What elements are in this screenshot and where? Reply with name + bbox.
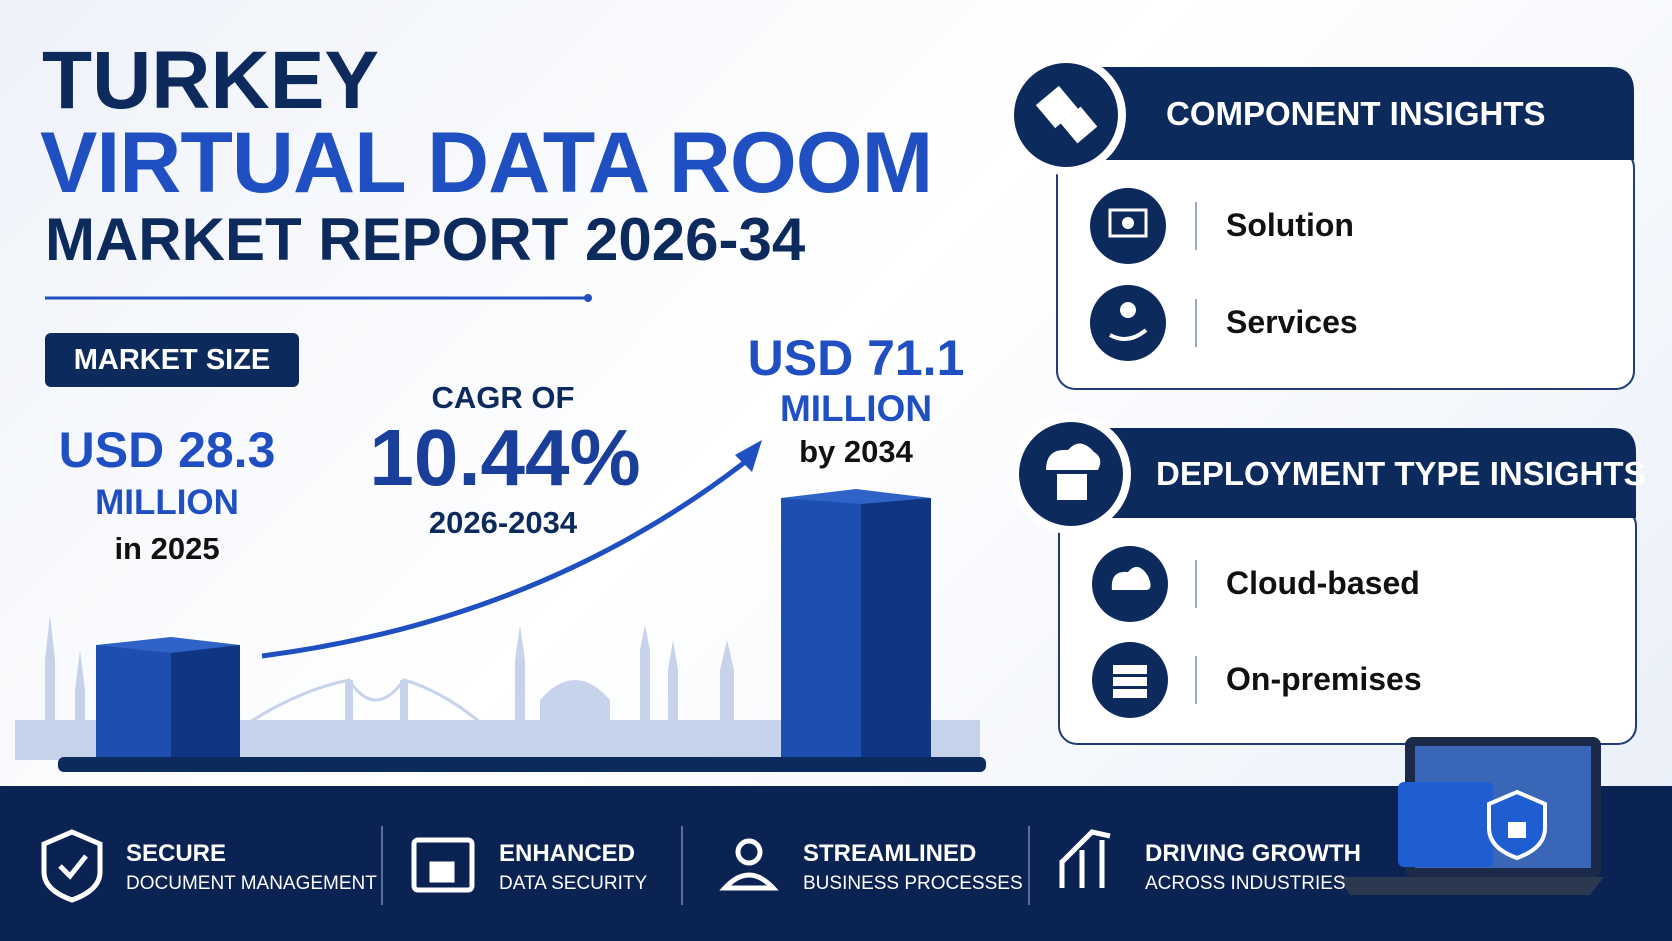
panel-header <box>1066 67 1634 160</box>
end-unit: MILLION <box>779 388 933 429</box>
arrow-head <box>735 440 762 472</box>
bar-left-side <box>171 645 240 757</box>
footer-subtitle: ACROSS INDUSTRIES <box>1145 873 1346 894</box>
underline-dot <box>584 294 592 302</box>
panel-title: COMPONENT INSIGHTS <box>1166 95 1546 132</box>
panel-header <box>1071 428 1636 518</box>
bar-base <box>58 757 986 772</box>
cagr-value: 10.44% <box>369 413 641 502</box>
panel-item: Services <box>1226 304 1358 340</box>
footer-subtitle: DOCUMENT MANAGEMENT <box>126 873 377 894</box>
footer-subtitle: DATA SECURITY <box>499 873 648 894</box>
growth-arrow <box>261 460 747 659</box>
panel-item: Solution <box>1226 207 1354 243</box>
panel-item: On-premises <box>1226 661 1422 697</box>
panel-title: DEPLOYMENT TYPE INSIGHTS <box>1156 455 1646 492</box>
panel-item: Cloud-based <box>1226 565 1420 601</box>
end-period: by 2034 <box>799 434 913 469</box>
title-line: TURKEY <box>42 35 380 126</box>
laptop <box>1338 737 1604 895</box>
cagr-period: 2026-2034 <box>428 505 578 540</box>
title-line: MARKET REPORT 2026-34 <box>45 206 806 273</box>
start-value: USD 28.3 <box>58 422 276 478</box>
bar-right-top <box>781 489 931 504</box>
footer-title: DRIVING GROWTH <box>1145 840 1361 867</box>
bar-right-side <box>861 498 931 757</box>
title-line: VIRTUAL DATA ROOM <box>40 115 933 211</box>
footer-title: STREAMLINED <box>803 840 977 867</box>
bar-right-face <box>781 498 861 757</box>
bar-left-top <box>96 637 240 653</box>
start-unit: MILLION <box>95 483 239 522</box>
start-period: in 2025 <box>114 531 220 566</box>
footer-band <box>0 786 1672 941</box>
footer-title: ENHANCED <box>499 840 636 867</box>
bar-left-face <box>96 645 171 757</box>
cagr-label: CAGR OF <box>431 380 575 415</box>
footer-title: SECURE <box>126 840 227 867</box>
footer-subtitle: BUSINESS PROCESSES <box>803 873 1023 894</box>
badge: MARKET SIZE <box>45 333 299 387</box>
end-value: USD 71.1 <box>747 330 965 386</box>
